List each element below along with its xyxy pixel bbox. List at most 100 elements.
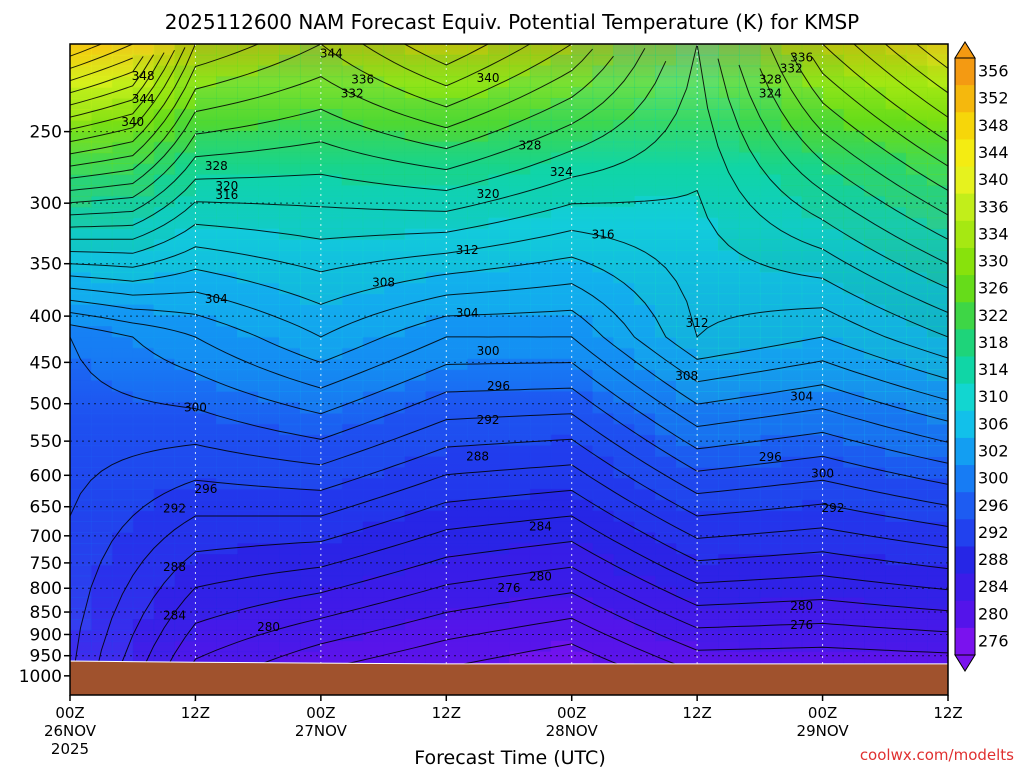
field-cell <box>341 434 364 447</box>
field-cell <box>90 250 113 262</box>
field-cell <box>153 358 176 371</box>
field-cell <box>446 152 468 164</box>
field-cell <box>509 130 531 143</box>
field-cell <box>655 488 677 501</box>
field-cell <box>906 326 928 338</box>
field-cell <box>132 445 155 457</box>
field-cell <box>488 445 510 457</box>
field-cell <box>467 98 489 110</box>
field-cell <box>383 326 406 338</box>
field-cell <box>509 141 531 154</box>
field-cell <box>195 141 217 154</box>
field-cell <box>759 228 782 240</box>
field-cell <box>216 315 238 327</box>
field-cell <box>320 239 343 251</box>
colorbar-label: 284 <box>978 577 1009 596</box>
field-cell <box>550 315 573 327</box>
field-cell <box>362 206 385 219</box>
field-cell <box>341 586 364 598</box>
field-cell <box>571 239 594 251</box>
field-cell <box>467 380 489 392</box>
field-cell <box>613 315 636 327</box>
field-cell <box>759 141 782 154</box>
field-cell <box>759 44 782 56</box>
field-cell <box>843 119 865 132</box>
field-cell <box>864 206 886 219</box>
field-cell <box>132 402 155 414</box>
field-cell <box>90 228 113 240</box>
field-cell <box>843 174 865 186</box>
field-cell <box>759 510 782 522</box>
field-cell <box>801 597 824 609</box>
field-cell <box>132 282 155 295</box>
field-cell <box>738 347 761 360</box>
field-cell <box>404 564 426 577</box>
field-cell <box>258 608 280 620</box>
field-cell <box>153 250 176 262</box>
contour-label: 304 <box>790 390 813 404</box>
field-cell <box>864 239 886 251</box>
field-cell <box>70 217 92 230</box>
field-cell <box>111 499 134 512</box>
field-cell <box>299 228 322 240</box>
field-cell <box>509 521 531 533</box>
field-cell <box>425 651 447 664</box>
field-cell <box>258 326 280 338</box>
field-cell <box>467 152 489 164</box>
field-cell <box>383 434 406 447</box>
field-cell <box>906 575 928 588</box>
field-cell <box>864 543 886 555</box>
field-cell <box>571 185 594 197</box>
field-cell <box>885 412 907 425</box>
field-cell <box>90 456 113 468</box>
field-cell <box>676 119 698 132</box>
field-cell <box>550 119 573 132</box>
field-cell <box>634 261 656 273</box>
field-cell <box>237 553 259 566</box>
contour-line <box>70 189 948 338</box>
field-cell <box>697 358 719 371</box>
field-cell <box>153 369 176 381</box>
field-cell <box>529 651 552 664</box>
field-cell <box>864 575 886 588</box>
field-cell <box>174 271 197 284</box>
field-cell <box>467 597 489 609</box>
field-cell <box>613 65 636 78</box>
field-cell <box>404 488 426 501</box>
field-cell <box>571 358 594 371</box>
field-cell <box>488 369 510 381</box>
field-cell <box>174 282 197 295</box>
field-cell <box>132 456 155 468</box>
field-cell <box>759 304 782 316</box>
field-cell <box>425 282 447 295</box>
field-cell <box>843 532 865 544</box>
field-cell <box>195 293 217 305</box>
field-cell <box>718 510 740 522</box>
field-cell <box>90 467 113 479</box>
field-cell <box>592 543 615 555</box>
field-cell <box>509 261 531 273</box>
field-cell <box>195 130 217 143</box>
field-cell <box>341 564 364 577</box>
field-cell <box>843 261 865 273</box>
field-cell <box>529 315 552 327</box>
field-cell <box>634 629 656 642</box>
field-cell <box>550 575 573 588</box>
field-cell <box>216 76 238 88</box>
field-cell <box>864 261 886 273</box>
field-cell <box>174 261 197 273</box>
field-cell <box>299 109 322 121</box>
field-cell <box>258 543 280 555</box>
field-cell <box>237 564 259 577</box>
field-cell <box>258 640 280 653</box>
field-cell <box>279 412 301 425</box>
field-cell <box>362 575 385 588</box>
field-cell <box>446 271 468 284</box>
field-cell <box>341 423 364 436</box>
contour-label: 288 <box>466 450 489 464</box>
field-cell <box>885 76 907 88</box>
field-cell <box>446 619 468 631</box>
field-cell <box>216 326 238 338</box>
field-cell <box>446 532 468 544</box>
field-cell <box>132 597 155 609</box>
